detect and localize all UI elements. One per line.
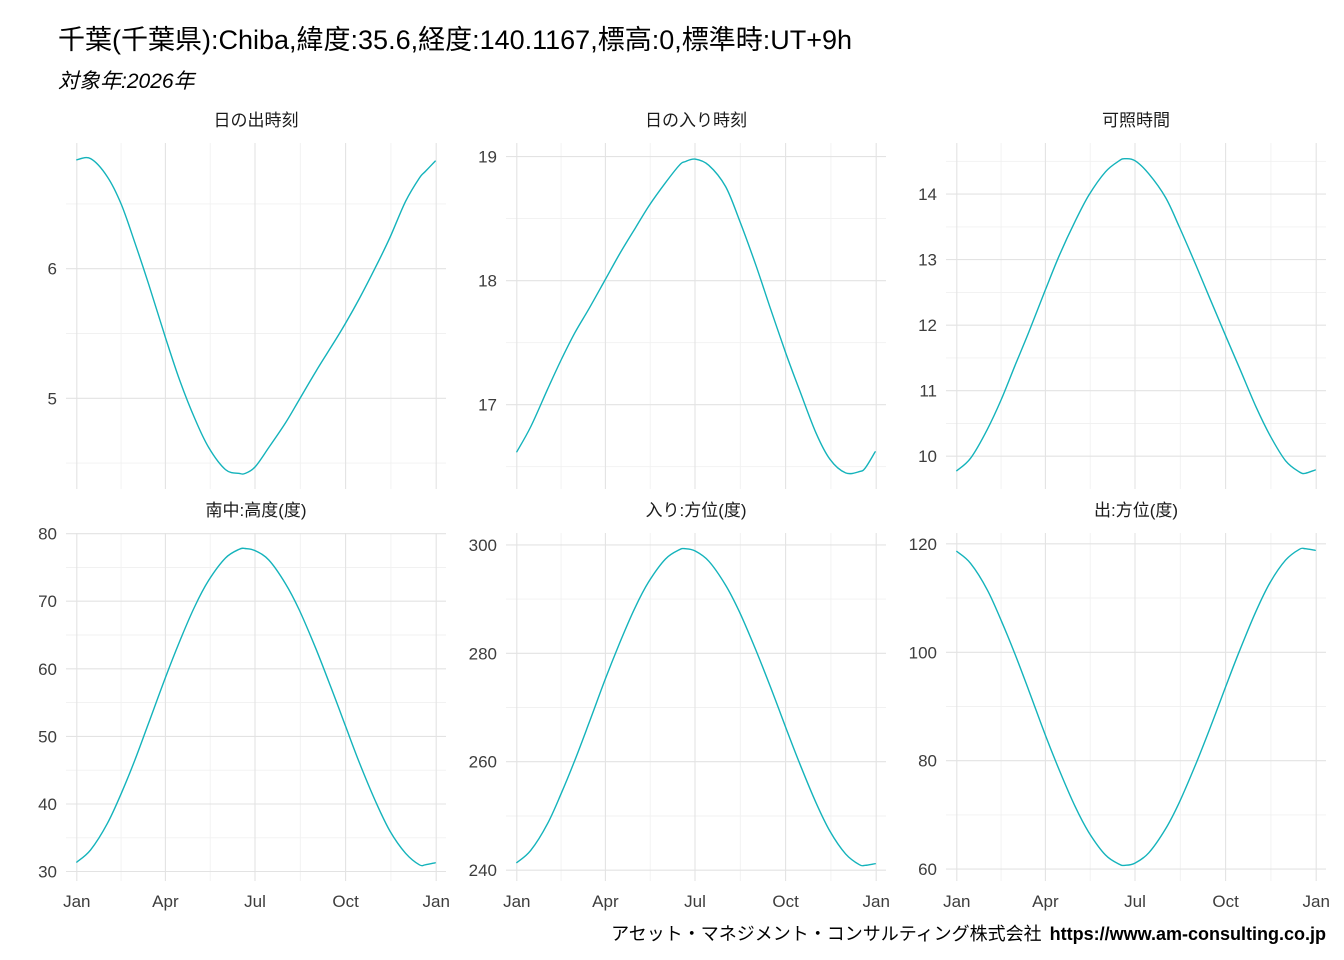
y-tick-label: 11 — [919, 382, 937, 401]
chart-svg: 出:方位(度) 60 80 100 120 Jan Apr Jul Oct Jan — [909, 501, 1330, 911]
y-tick-label: 40 — [38, 795, 57, 814]
y-tick-label: 14 — [918, 185, 937, 204]
footer-url: https://www.am-consulting.co.jp — [1049, 924, 1326, 944]
y-tick-label: 300 — [469, 536, 497, 555]
panel-daylight-hours: 可照時間 10 11 12 13 14 — [894, 107, 1334, 497]
y-tick-label: 10 — [918, 447, 937, 466]
y-tick-label: 12 — [918, 316, 937, 335]
chart-svg: 可照時間 10 11 12 13 14 — [918, 111, 1326, 489]
y-tick-label: 240 — [469, 861, 497, 880]
x-tick-label: Oct — [772, 892, 799, 911]
y-tick-label: 17 — [478, 396, 497, 415]
target-year-subtitle: 対象年:2026年 — [58, 70, 195, 93]
x-tick-label: Jul — [684, 892, 706, 911]
y-tick-label: 30 — [38, 863, 57, 882]
x-tick-label: Jan — [63, 892, 90, 911]
charts-grid: 日の出時刻 5 6 日の入り時刻 17 18 19 可照時間 10 11 12 13 14 南中:高… — [14, 107, 1334, 917]
panel-sunset-time: 日の入り時刻 17 18 19 — [454, 107, 894, 497]
x-tick-label: Oct — [332, 892, 359, 911]
x-tick-label: Apr — [592, 892, 619, 911]
x-tick-label: Jan — [1302, 892, 1329, 911]
footer: アセット・マネジメント・コンサルティング株式会社 https://www.am-c… — [14, 920, 1334, 954]
y-tick-label: 70 — [38, 592, 57, 611]
page-title: 千葉(千葉県):Chiba,緯度:35.6,経度:140.1167,標高:0,標… — [58, 25, 853, 55]
y-tick-label: 100 — [909, 643, 937, 662]
y-tick-label: 18 — [478, 272, 497, 291]
y-tick-label: 280 — [469, 644, 497, 663]
y-tick-label: 260 — [469, 753, 497, 772]
y-tick-label: 80 — [38, 525, 57, 544]
panel-title: 可照時間 — [1102, 111, 1170, 130]
footer-company-name: アセット・マネジメント・コンサルティング株式会社 — [611, 924, 1042, 944]
panel-sunrise-azimuth: 出:方位(度) 60 80 100 120 Jan Apr Jul Oct Jan — [894, 497, 1334, 917]
panel-title: 入り:方位(度) — [645, 501, 746, 520]
y-tick-label: 5 — [48, 389, 57, 408]
panel-title: 出:方位(度) — [1094, 501, 1178, 520]
chart-svg: 南中:高度(度) 30 40 50 60 70 80 Jan Apr Jul Oct Jan — [38, 501, 450, 911]
chart-svg: 日の出時刻 5 6 — [48, 111, 446, 489]
y-tick-label: 13 — [918, 251, 937, 270]
x-tick-label: Apr — [1032, 892, 1059, 911]
panel-title: 日の入り時刻 — [645, 111, 747, 130]
x-tick-label: Jul — [1124, 892, 1146, 911]
x-tick-label: Jan — [943, 892, 970, 911]
panel-sunrise-time: 日の出時刻 5 6 — [14, 107, 454, 497]
panel-noon-altitude: 南中:高度(度) 30 40 50 60 70 80 Jan Apr Jul Oct Jan — [14, 497, 454, 917]
chart-svg: 日の入り時刻 17 18 19 — [478, 111, 886, 489]
y-tick-label: 60 — [38, 660, 57, 679]
x-tick-label: Apr — [152, 892, 179, 911]
y-tick-label: 80 — [918, 752, 937, 771]
x-tick-label: Oct — [1212, 892, 1239, 911]
panel-sunset-azimuth: 入り:方位(度) 240 260 280 300 Jan Apr Jul Oct Jan — [454, 497, 894, 917]
y-tick-label: 6 — [48, 260, 57, 279]
x-tick-label: Jan — [503, 892, 530, 911]
panel-title: 日の出時刻 — [214, 111, 299, 130]
x-tick-label: Jan — [862, 892, 889, 911]
y-tick-label: 19 — [478, 148, 497, 167]
chart-svg: 入り:方位(度) 240 260 280 300 Jan Apr Jul Oct Jan — [469, 501, 890, 911]
panel-title: 南中:高度(度) — [205, 501, 306, 520]
y-tick-label: 50 — [38, 727, 57, 746]
y-tick-label: 60 — [918, 860, 937, 879]
x-tick-label: Jul — [244, 892, 266, 911]
y-tick-label: 120 — [909, 535, 937, 554]
x-tick-label: Jan — [422, 892, 449, 911]
